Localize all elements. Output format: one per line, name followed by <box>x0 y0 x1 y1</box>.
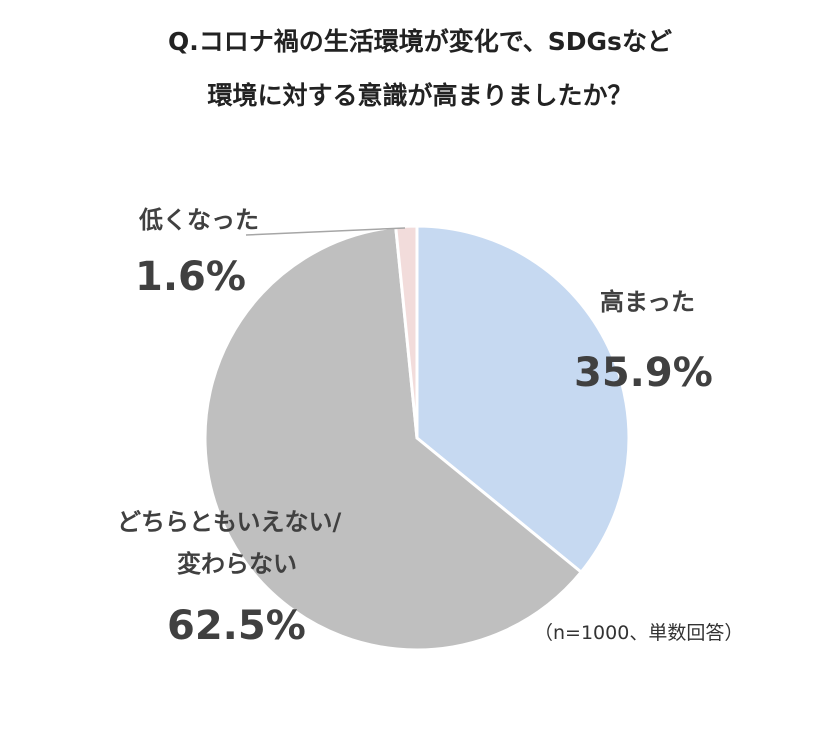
chart-title-line-2: 環境に対する意識が高まりましたか？ <box>207 81 633 110</box>
slice-label-increased: 高まった <box>600 288 695 316</box>
pie-slice-increased <box>415 224 631 574</box>
pie-slices <box>203 224 631 652</box>
chart-title-line-1: Q.コロナ禍の生活環境が変化で、SDGsなど <box>168 27 672 56</box>
leader-line-decreased <box>245 227 406 236</box>
slice-value-increased: 35.9% <box>574 350 713 396</box>
slice-value-neutral: 62.5% <box>167 603 306 649</box>
pie-slice-decreased <box>394 224 419 440</box>
slice-value-decreased: 1.6% <box>135 254 246 300</box>
pie-slice-neutral <box>203 225 583 652</box>
slice-label-decreased: 低くなった <box>138 206 259 234</box>
sample-note: （n=1000、単数回答） <box>534 622 744 644</box>
slice-label-neutral-line-2: 変わらない <box>177 550 297 578</box>
slice-label-neutral-line-1: どちらともいえない/ <box>117 508 342 536</box>
